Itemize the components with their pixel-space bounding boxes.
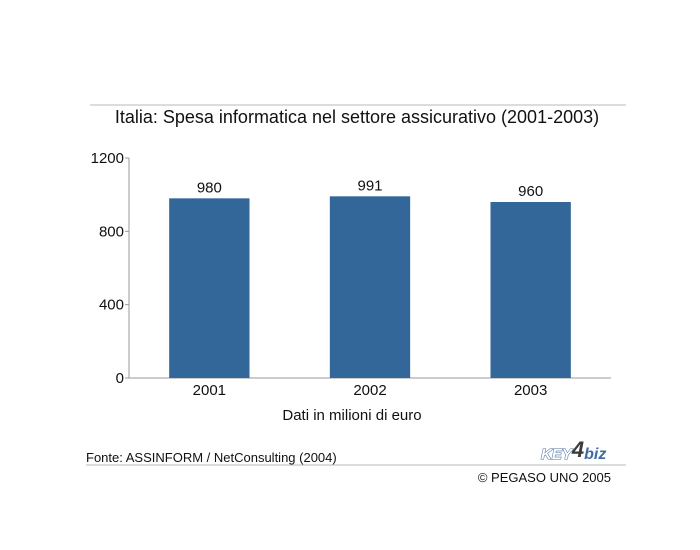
- bar-2003: [490, 202, 571, 378]
- copyright-note: © PEGASO UNO 2005: [478, 470, 611, 485]
- x-tick-label-2003: 2003: [514, 382, 547, 399]
- y-ticks: 0 400 800 1200: [91, 150, 129, 387]
- bar-2001: [169, 198, 250, 378]
- data-label-2003: 960: [518, 183, 543, 200]
- x-tick-label-2001: 2001: [193, 382, 226, 399]
- y-tick-label: 800: [99, 223, 124, 240]
- logo-text: KEY4biz: [541, 437, 606, 463]
- bar-2002: [329, 196, 411, 378]
- key4biz-logo: KEY4biz: [540, 437, 606, 464]
- y-tick-label: 0: [116, 370, 124, 387]
- data-label-2001: 980: [197, 179, 222, 196]
- x-ticks: 2001 2002 2003: [193, 382, 548, 399]
- data-label-2002: 991: [357, 177, 382, 194]
- y-tick-label: 400: [99, 297, 124, 314]
- chart-title: Italia: Spesa informatica nel settore as…: [115, 107, 599, 127]
- bars: [169, 196, 571, 378]
- y-tick-label: 1200: [91, 150, 124, 167]
- data-labels: 980 991 960: [197, 177, 543, 200]
- source-note: Fonte: ASSINFORM / NetConsulting (2004): [86, 450, 337, 465]
- x-tick-label-2002: 2002: [353, 382, 386, 399]
- x-axis-title: Dati in milioni di euro: [282, 407, 421, 424]
